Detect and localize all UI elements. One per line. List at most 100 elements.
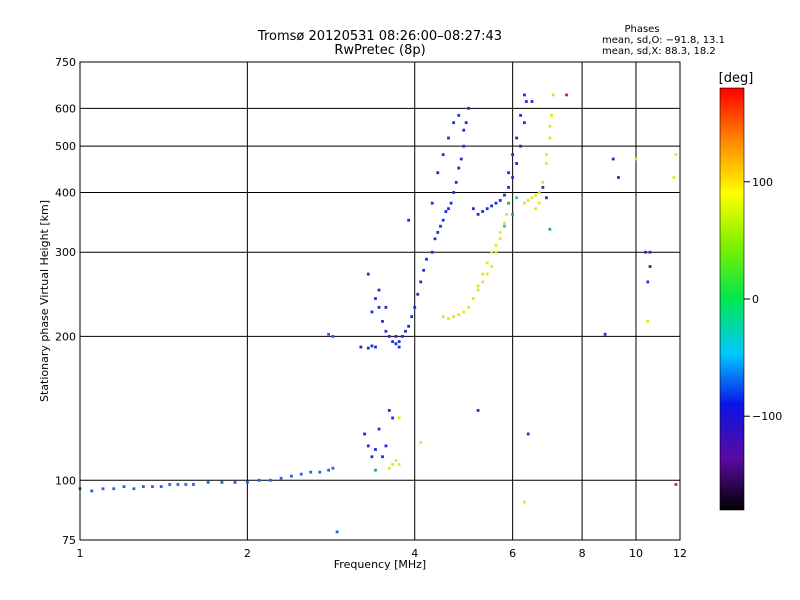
data-point: [534, 193, 538, 197]
data-point: [374, 345, 377, 349]
data-point: [452, 315, 456, 319]
data-point: [634, 157, 638, 161]
data-point: [646, 319, 650, 323]
x-axis-ticks: 1 2 4 6 8 10 12: [77, 547, 688, 560]
x-axis-label: Frequency [MHz]: [334, 558, 426, 571]
data-point: [439, 224, 442, 228]
data-point: [464, 121, 468, 125]
data-point: [530, 100, 534, 103]
data-point: [674, 483, 678, 486]
data-point: [381, 319, 384, 323]
y-tick-label: 400: [55, 186, 76, 199]
data-point: [476, 212, 480, 216]
data-point: [206, 480, 210, 484]
data-point: [526, 199, 530, 202]
data-point: [467, 305, 471, 309]
data-point: [672, 176, 676, 179]
x-tick-label: 10: [629, 547, 643, 560]
data-point: [505, 212, 508, 216]
data-point: [309, 470, 313, 474]
data-point: [318, 470, 322, 474]
data-point: [327, 332, 331, 336]
data-point: [449, 201, 453, 205]
data-point: [462, 128, 466, 132]
data-point: [245, 480, 249, 484]
data-point: [425, 257, 428, 261]
data-point: [430, 201, 434, 205]
data-point: [397, 345, 401, 349]
data-point: [481, 272, 485, 276]
data-point: [507, 201, 510, 205]
data-point: [400, 334, 404, 338]
data-point: [374, 297, 377, 300]
data-point: [413, 305, 417, 309]
data-point: [441, 315, 445, 319]
data-point: [436, 171, 440, 175]
data-point: [452, 191, 456, 194]
data-point: [515, 162, 519, 165]
data-point: [490, 204, 494, 208]
data-point: [436, 231, 440, 234]
data-point: [530, 196, 534, 200]
data-point: [370, 455, 374, 459]
data-point: [168, 483, 172, 486]
data-point: [515, 196, 519, 200]
data-point: [391, 462, 395, 466]
data-point: [366, 346, 370, 350]
data-point: [511, 176, 515, 179]
chart-title: Tromsø 20120531 08:26:00–08:27:43: [257, 29, 502, 44]
data-point: [430, 250, 434, 254]
data-point: [523, 121, 526, 125]
data-point: [603, 332, 607, 336]
data-point: [541, 185, 545, 189]
data-point: [397, 340, 401, 344]
data-point: [498, 199, 502, 202]
data-point: [363, 432, 366, 436]
data-point: [112, 487, 116, 491]
data-point: [141, 485, 145, 489]
data-point: [394, 334, 398, 338]
colorbar-tick-label: −100: [752, 410, 782, 423]
data-point: [548, 124, 552, 128]
data-points: [78, 93, 678, 534]
y-axis-label: Stationary phase Virtual Height [km]: [38, 200, 51, 402]
colorbar-tick-label: 100: [752, 176, 773, 189]
data-point: [299, 472, 303, 476]
data-point: [485, 261, 489, 265]
data-point: [526, 432, 530, 436]
data-point: [132, 487, 136, 491]
data-point: [537, 201, 541, 205]
data-point: [644, 250, 647, 254]
data-point: [433, 237, 437, 241]
data-point: [335, 530, 339, 534]
data-point: [467, 106, 471, 110]
data-point: [377, 305, 381, 309]
data-point: [457, 113, 461, 117]
data-point: [159, 485, 163, 489]
data-point: [422, 268, 426, 272]
data-point: [441, 153, 445, 157]
y-tick-label: 750: [55, 56, 76, 69]
data-point: [498, 237, 502, 241]
data-point: [394, 459, 398, 462]
colorbar: [719, 87, 745, 511]
colorbar-tick-label: 0: [752, 293, 759, 306]
phases-o-stats: mean, sd,O: −91.8, 13.1: [602, 35, 725, 46]
data-point: [151, 485, 154, 489]
data-point: [523, 201, 526, 205]
y-tick-label: 100: [55, 474, 76, 487]
data-point: [507, 185, 510, 189]
data-point: [674, 153, 678, 157]
y-tick-label: 200: [55, 330, 76, 343]
data-point: [457, 313, 461, 317]
data-point: [377, 288, 381, 292]
data-point: [503, 224, 506, 228]
data-point: [404, 329, 407, 333]
y-tick-label: 500: [55, 140, 76, 153]
data-point: [394, 342, 398, 346]
plot-grid: [80, 62, 680, 540]
data-point: [485, 207, 489, 211]
data-point: [490, 265, 494, 268]
data-point: [257, 478, 261, 482]
